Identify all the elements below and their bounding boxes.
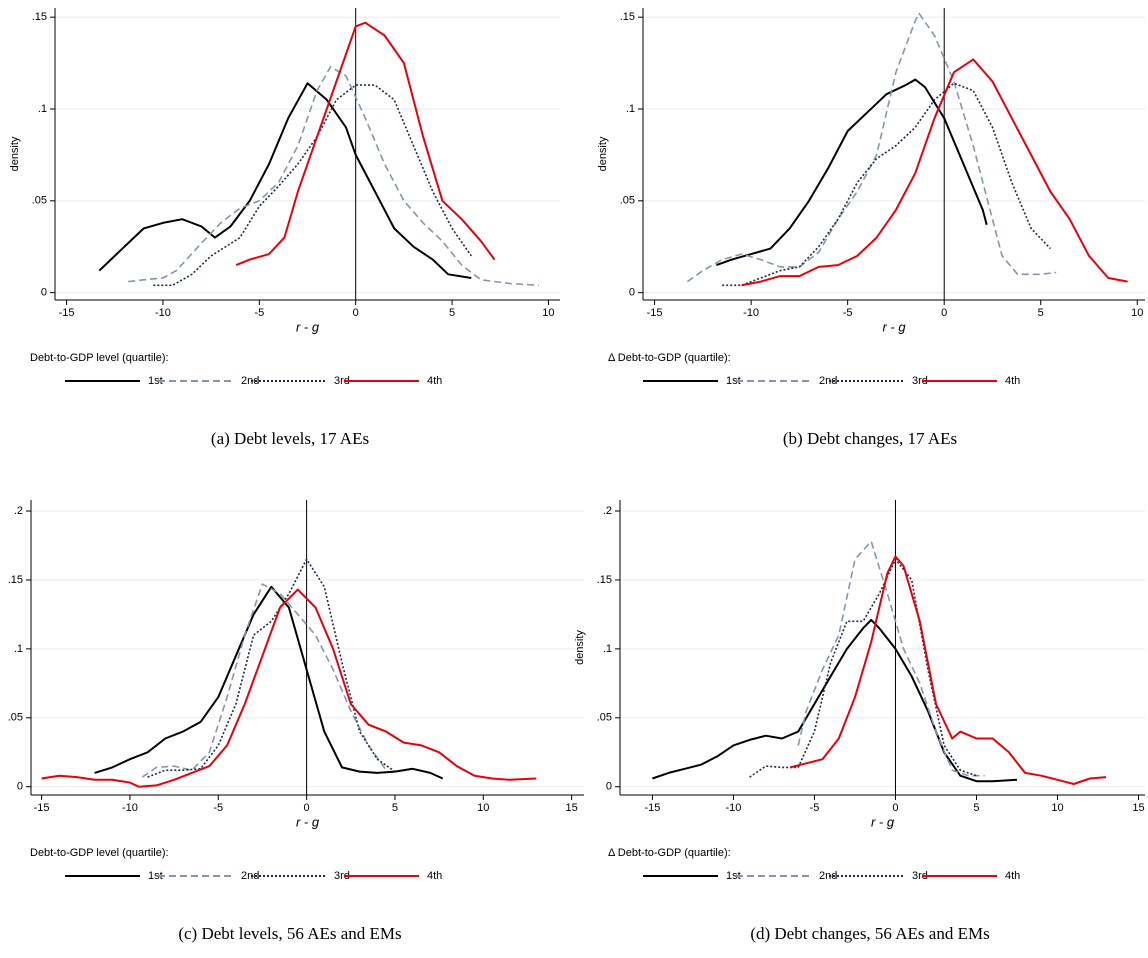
y-tick-label: 0 [629,287,635,299]
legend-label: 4th [427,870,442,882]
legend-label: 2nd [819,870,837,882]
caption: (b) Debt changes, 17 AEs [783,429,957,448]
y-tick-label: .15 [32,11,47,23]
caption: (a) Debt levels, 17 AEs [211,429,369,448]
y-tick-label: .15 [620,11,635,23]
x-tick-label: 0 [353,307,359,319]
x-tick-label: -15 [34,802,50,814]
legend-label: 4th [1005,375,1020,387]
y-tick-label: .1 [626,103,635,115]
legend-label: 4th [427,375,442,387]
x-tick-label: -10 [743,307,759,319]
x-tick-label: -5 [843,307,853,319]
y-tick-label: .05 [32,195,47,207]
y-tick-label: .1 [603,643,612,655]
legend-label: 3rd [912,375,928,387]
x-tick-label: 5 [1038,307,1044,319]
x-tick-label: -5 [213,802,223,814]
legend-label: 2nd [819,375,837,387]
x-tick-label: -15 [647,307,663,319]
x-axis-title: r - g [871,814,895,829]
x-tick-label: 10 [1051,802,1063,814]
caption: (c) Debt levels, 56 AEs and EMs [178,924,401,943]
x-tick-label: 0 [304,802,310,814]
y-tick-label: .2 [14,505,23,517]
density-line [741,58,1128,287]
legend-label: 1st [726,375,741,387]
y-tick-label: .15 [8,574,23,586]
legend-label: 3rd [912,870,928,882]
legend-title: Debt-to-GDP level (quartile): [30,352,169,364]
y-tick-label: .2 [603,505,612,517]
legend-title: Δ Debt-to-GDP (quartile): [608,847,731,859]
legend-label: 3rd [334,870,350,882]
y-axis-title: density [9,136,21,171]
legend-title: Δ Debt-to-GDP (quartile): [608,352,731,364]
x-tick-label: 5 [449,307,455,319]
y-tick-label: .15 [597,574,612,586]
density-line [686,12,1057,283]
y-tick-label: .1 [38,103,47,115]
y-tick-label: .05 [620,195,635,207]
legend-label: 1st [148,870,163,882]
y-tick-label: 0 [17,781,23,793]
density-line [41,588,537,788]
legend-label: 2nd [241,375,259,387]
legend-label: 4th [1005,870,1020,882]
x-tick-label: -5 [810,802,820,814]
y-tick-label: .05 [597,712,612,724]
density-line [722,82,1051,287]
y-tick-label: 0 [606,781,612,793]
density-line [98,82,472,279]
y-axis-title: density [574,630,586,665]
x-tick-label: 5 [392,802,398,814]
x-tick-label: -15 [644,802,660,814]
legend-title: Debt-to-GDP level (quartile): [30,847,169,859]
x-tick-label: 10 [477,802,489,814]
legend-label: 2nd [241,870,259,882]
x-tick-label: -5 [254,307,264,319]
density-line [153,84,472,287]
y-axis-title: density [597,136,609,171]
x-tick-label: 10 [1131,307,1143,319]
y-tick-label: .05 [8,712,23,724]
x-tick-label: 15 [566,802,578,814]
density-line [128,66,539,287]
y-tick-label: 0 [41,287,47,299]
x-tick-label: -15 [59,307,75,319]
x-tick-label: 0 [892,802,898,814]
density-line [789,555,1107,785]
x-tick-label: 15 [1132,802,1144,814]
x-tick-label: 5 [973,802,979,814]
legend-label: 1st [148,375,163,387]
legend-label: 1st [726,870,741,882]
x-tick-label: 10 [542,307,554,319]
density-line [652,618,1018,783]
x-axis-title: r - g [296,319,320,334]
x-tick-label: -10 [725,802,741,814]
density-line [716,78,988,267]
x-tick-label: -10 [155,307,171,319]
density-line [749,558,977,778]
y-tick-label: .1 [14,643,23,655]
caption: (d) Debt changes, 56 AEs and EMs [750,924,989,943]
density-line [797,540,985,777]
x-tick-label: -10 [122,802,138,814]
density-line [235,21,496,267]
x-axis-title: r - g [296,814,320,829]
density-line [94,585,444,780]
x-axis-title: r - g [882,319,906,334]
density-line [141,583,387,778]
x-tick-label: 0 [941,307,947,319]
density-line [147,558,396,778]
legend-label: 3rd [334,375,350,387]
